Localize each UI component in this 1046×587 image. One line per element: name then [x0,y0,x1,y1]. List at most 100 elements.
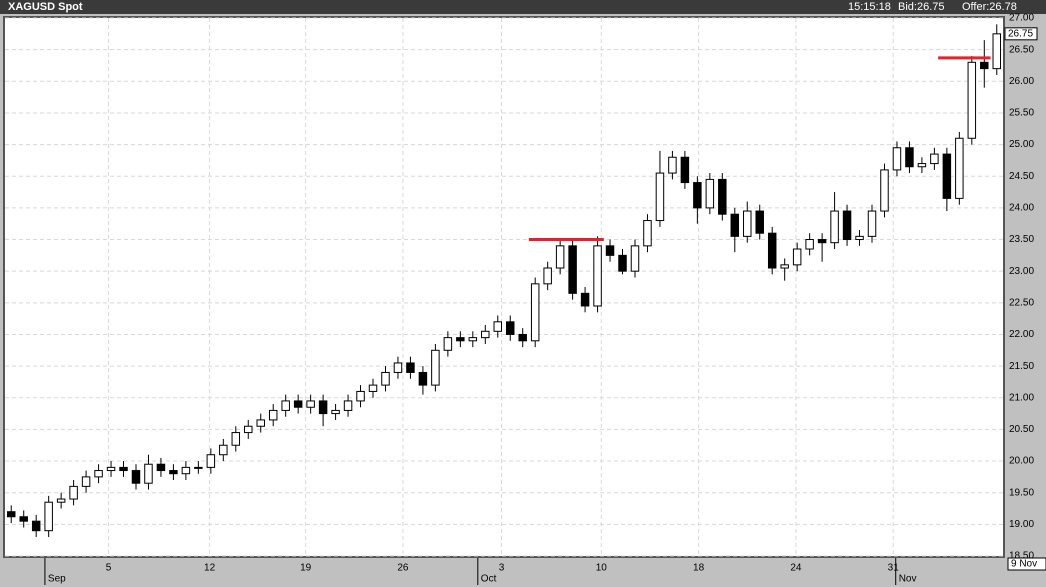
candle-body [456,337,465,342]
y-tick-label: 25.50 [1009,108,1034,119]
candle-body [69,485,78,500]
candle-body [343,400,353,411]
candle-body [942,153,952,199]
candle-body [967,61,977,139]
candle-body [705,178,715,209]
candle-body [56,498,66,503]
candle-body [318,400,328,415]
y-tick-label: 21.00 [1009,392,1034,403]
candle-body [880,169,889,212]
candle-body [81,476,91,487]
candle-body [131,470,141,484]
x-tick-label: 18 [693,563,705,574]
candle-body [655,172,665,222]
candle-body [293,400,303,408]
candle-body [555,245,565,269]
candle-body [194,466,203,469]
y-tick-label: 24.00 [1009,203,1034,214]
y-tick-label: 18.50 [1009,551,1034,562]
candle-body [169,470,178,475]
y-tick-label: 26.50 [1009,44,1034,55]
last-price-box [1004,27,1038,41]
y-tick-label: 22.00 [1009,329,1034,340]
candle-body [767,232,777,269]
x-tick-label: 19 [300,563,312,574]
plot-area [5,18,1003,556]
x-tick-label: 5 [106,563,112,574]
y-tick-label: 23.00 [1009,266,1034,277]
y-tick-label: 25.00 [1009,139,1034,150]
y-tick-label: 19.00 [1009,519,1034,530]
candle-body [930,153,939,165]
y-tick-label: 24.50 [1009,171,1034,182]
x-tick-label: 3 [499,563,505,574]
y-tick-label: 26.00 [1009,76,1034,87]
candle-body [917,163,927,168]
candle-body [44,501,53,532]
candle-body [518,333,527,342]
last-price-label: 26.75 [1008,28,1033,39]
candle-body [281,400,290,411]
candle-body [618,254,627,272]
candle-body [106,466,116,472]
candle-body [381,371,390,386]
bid: Bid:26.75 [898,1,944,13]
candle-body [693,182,702,209]
candle-body [593,245,602,307]
x-tick-label: 31 [888,563,900,574]
candle-body [680,156,690,184]
x-tick-label: 24 [790,563,802,574]
chart-title: XAGUSD Spot [8,1,83,13]
candle-body [144,463,153,484]
cursor-date-box [1007,557,1046,571]
candle-body [643,220,652,247]
candle-body [306,400,315,408]
candle-body [805,239,814,250]
candle-body [431,349,440,386]
candle-body [905,147,914,168]
candle-body [6,511,16,518]
candle-body [468,337,478,342]
candle-body [892,147,902,171]
candle-body [356,390,365,402]
y-tick-label: 20.00 [1009,456,1034,467]
x-tick-label: 26 [397,563,409,574]
candle-body [743,210,752,237]
candle-body [867,210,877,237]
y-tick-label: 20.50 [1009,424,1034,435]
header-bar [0,0,1046,14]
month-label: Oct [481,574,497,585]
candle-body [718,178,727,215]
candle-body [842,210,852,241]
candle-body [568,245,577,294]
candle-body [755,210,764,234]
candle-body [418,371,428,386]
candle-body [830,210,839,244]
candle-body [331,409,340,415]
month-label: Nov [899,574,917,585]
candle-body [530,283,540,342]
candle-body [668,156,677,174]
candle-body [580,292,590,307]
candle-body [119,466,128,472]
y-tick-label: 21.50 [1009,361,1034,372]
candle-body [368,384,378,392]
candle-body [992,33,1002,70]
candle-body [219,444,228,456]
candle-body [980,61,989,70]
candle-body [792,248,802,266]
candle-body [630,245,640,272]
candle-body [493,321,503,332]
candle-body [605,245,615,256]
candle-body [543,267,552,285]
candle-body [817,239,827,244]
candle-body [780,264,789,269]
candle-body [206,454,216,468]
candle-body [156,463,166,472]
candle-body [505,321,515,335]
candle-body [955,137,964,199]
candle-body [94,470,103,478]
offer: Offer:26.78 [962,1,1017,13]
